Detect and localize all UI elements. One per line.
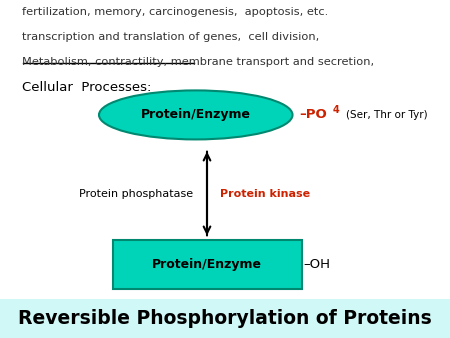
- FancyBboxPatch shape: [112, 240, 302, 289]
- Text: Protein/Enzyme: Protein/Enzyme: [152, 258, 262, 271]
- Text: Protein kinase: Protein kinase: [220, 189, 310, 198]
- Text: 4: 4: [333, 105, 340, 115]
- Text: (Ser, Thr or Tyr): (Ser, Thr or Tyr): [346, 110, 428, 120]
- Text: transcription and translation of genes,  cell division,: transcription and translation of genes, …: [22, 32, 320, 42]
- Text: Metabolism, contractility, membrane transport and secretion,: Metabolism, contractility, membrane tran…: [22, 57, 374, 68]
- Text: –OH: –OH: [304, 258, 331, 271]
- Text: fertilization, memory, carcinogenesis,  apoptosis, etc.: fertilization, memory, carcinogenesis, a…: [22, 7, 329, 17]
- Ellipse shape: [99, 90, 292, 139]
- Text: Cellular  Processes:: Cellular Processes:: [22, 81, 152, 94]
- Text: Protein/Enzyme: Protein/Enzyme: [141, 108, 251, 121]
- FancyBboxPatch shape: [0, 299, 450, 338]
- Text: Protein phosphatase: Protein phosphatase: [79, 189, 194, 198]
- Text: Reversible Phosphorylation of Proteins: Reversible Phosphorylation of Proteins: [18, 309, 432, 328]
- Text: –PO: –PO: [299, 108, 327, 121]
